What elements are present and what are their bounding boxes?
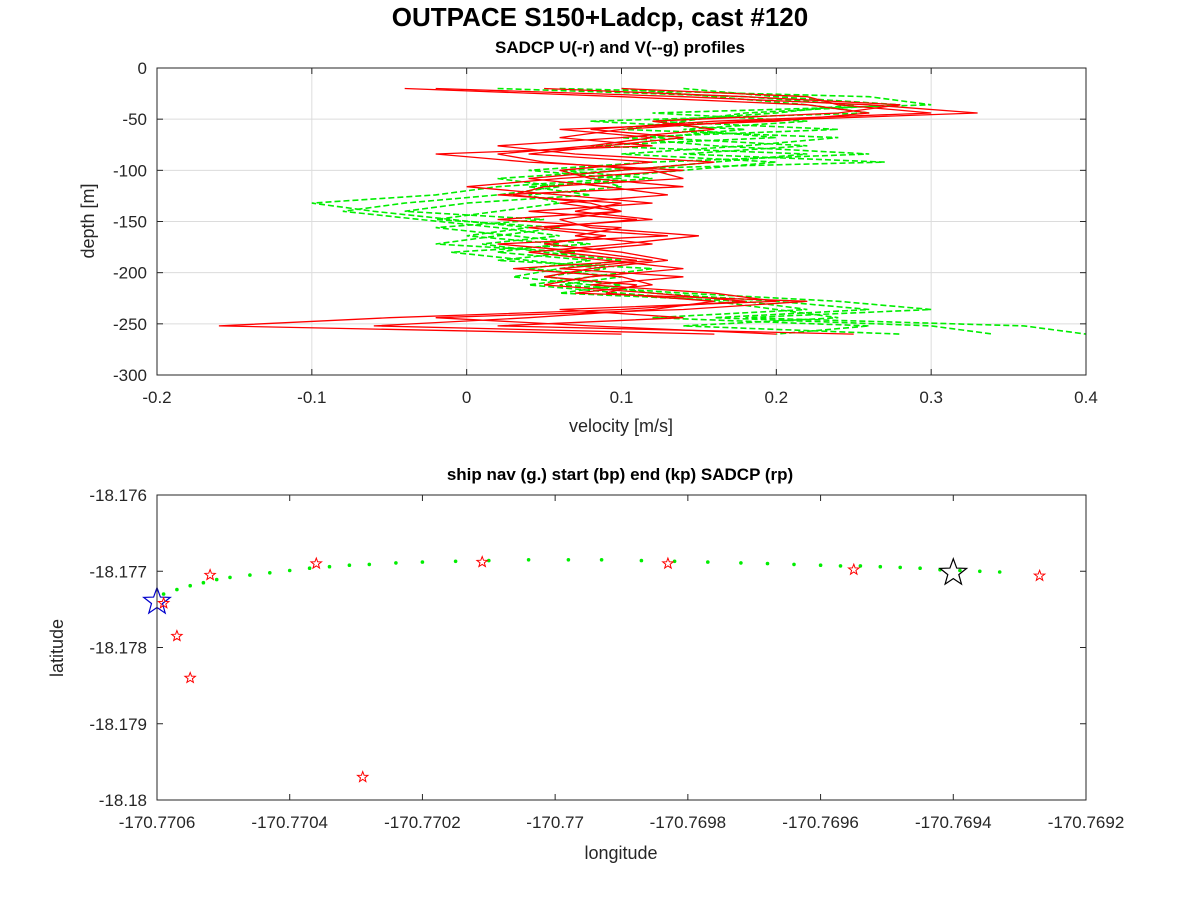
ship-nav-point: [367, 562, 372, 567]
ship-nav-point: [878, 564, 883, 569]
ship-nav-point: [918, 566, 922, 570]
profile-x-tick-label: 0.3: [919, 388, 943, 407]
ship-nav-point: [672, 559, 677, 564]
ship-nav-point: [526, 558, 531, 562]
ship-nav-point: [599, 558, 604, 562]
profile-y-tick-label: -50: [122, 110, 147, 129]
profile-chart-title: SADCP U(-r) and V(--g) profiles: [495, 38, 745, 57]
ship-nav-point: [997, 570, 1002, 574]
nav-x-tick-label: -170.7704: [251, 813, 328, 832]
ship-nav-point: [566, 558, 571, 562]
nav-x-tick-label: -170.7706: [119, 813, 196, 832]
ship-nav-point: [188, 583, 192, 588]
nav-points: [142, 555, 1047, 783]
ship-nav-point: [175, 587, 179, 592]
profile-y-tick-label: -250: [113, 315, 147, 334]
ship-nav-point: [639, 558, 644, 563]
ship-nav-point: [268, 571, 272, 575]
ship-nav-point: [838, 564, 843, 568]
nav-y-tick-label: -18.177: [89, 562, 147, 581]
profile-y-axis-label: depth [m]: [78, 183, 98, 258]
ship-nav-point: [248, 573, 252, 577]
profile-y-tick-label: 0: [138, 59, 147, 78]
ship-nav-point: [287, 568, 292, 573]
nav-y-tick-label: -18.18: [99, 791, 147, 810]
profile-x-tick-label: 0: [462, 388, 471, 407]
nav-x-tick-label: -170.77: [526, 813, 584, 832]
sadcp-point: [356, 770, 370, 783]
profile-y-tick-label: -200: [113, 264, 147, 283]
ship-nav-point: [739, 561, 743, 565]
nav-x-tick-label: -170.7694: [915, 813, 992, 832]
end-point: [938, 557, 969, 586]
v-profile-line: [404, 87, 885, 335]
profile-y-tick-label: -300: [113, 366, 147, 385]
nav-x-axis-label: longitude: [584, 843, 657, 863]
ship-nav-point: [420, 560, 425, 564]
nav-chart-title: ship nav (g.) start (bp) end (kp) SADCP …: [447, 465, 793, 484]
nav-x-tick-label: -170.7702: [384, 813, 461, 832]
sadcp-point: [475, 555, 489, 568]
ship-nav-point: [978, 569, 982, 574]
profile-x-tick-label: -0.2: [142, 388, 171, 407]
u-profile-line: [435, 87, 978, 335]
profile-ticks: -0.2 -0.1 0 0.1 0.2 0.3 0.4 0 -50 -100 -150 -200 -25…: [113, 59, 1098, 407]
velocity-profile-panel: SADCP U(-r) and V(--g) profiles -0.2 -0.1…: [78, 38, 1098, 436]
sadcp-point: [183, 671, 197, 684]
ship-nav-point: [818, 563, 823, 567]
ship-nav-point: [214, 577, 219, 582]
profile-x-axis-label: velocity [m/s]: [569, 416, 673, 436]
profile-x-tick-label: 0.2: [765, 388, 789, 407]
ship-nav-point: [958, 568, 962, 573]
ship-nav-point: [898, 565, 902, 570]
sadcp-point: [309, 556, 323, 570]
nav-x-tick-label: -170.7696: [782, 813, 859, 832]
ship-nav-point: [228, 575, 232, 580]
nav-ticks: -170.7706 -170.7704 -170.7702 -170.77 -170.7…: [89, 486, 1124, 832]
u-profile-line: [373, 87, 932, 335]
nav-y-tick-label: -18.179: [89, 715, 147, 734]
nav-y-tick-label: -18.176: [89, 486, 147, 505]
nav-x-tick-label: -170.7692: [1048, 813, 1125, 832]
ship-nav-point: [327, 564, 332, 569]
sadcp-point: [661, 556, 675, 570]
ship-nav-point: [394, 561, 398, 565]
profile-y-tick-label: -150: [113, 213, 147, 232]
sadcp-point: [1032, 568, 1047, 582]
profile-x-tick-label: 0.1: [610, 388, 634, 407]
ship-nav-point: [858, 564, 863, 568]
nav-y-axis-label: latitude: [47, 619, 67, 677]
profile-lines: [218, 87, 1087, 335]
nav-x-tick-label: -170.7698: [650, 813, 727, 832]
nav-y-tick-label: -18.178: [89, 639, 147, 658]
ship-nav-point: [307, 566, 312, 570]
sadcp-point: [170, 629, 184, 642]
ship-nav-panel: ship nav (g.) start (bp) end (kp) SADCP …: [47, 465, 1124, 863]
nav-plot-area: [157, 495, 1086, 800]
ship-nav-point: [201, 580, 206, 585]
v-profile-line: [311, 87, 1087, 335]
figure-title: OUTPACE S150+Ladcp, cast #120: [391, 2, 809, 32]
ship-nav-point: [706, 560, 710, 564]
ship-nav-point: [347, 563, 352, 567]
sadcp-point: [157, 596, 171, 609]
ship-nav-point: [487, 558, 491, 563]
u-profile-line: [435, 87, 901, 335]
profile-x-tick-label: -0.1: [297, 388, 326, 407]
ship-nav-point: [765, 561, 770, 566]
sadcp-point: [847, 562, 861, 576]
ship-nav-point: [453, 559, 458, 564]
ship-nav-point: [161, 592, 166, 596]
ship-nav-point: [792, 562, 796, 567]
profile-y-tick-label: -100: [113, 161, 147, 180]
sadcp-point: [203, 568, 217, 581]
profile-x-tick-label: 0.4: [1074, 388, 1098, 407]
